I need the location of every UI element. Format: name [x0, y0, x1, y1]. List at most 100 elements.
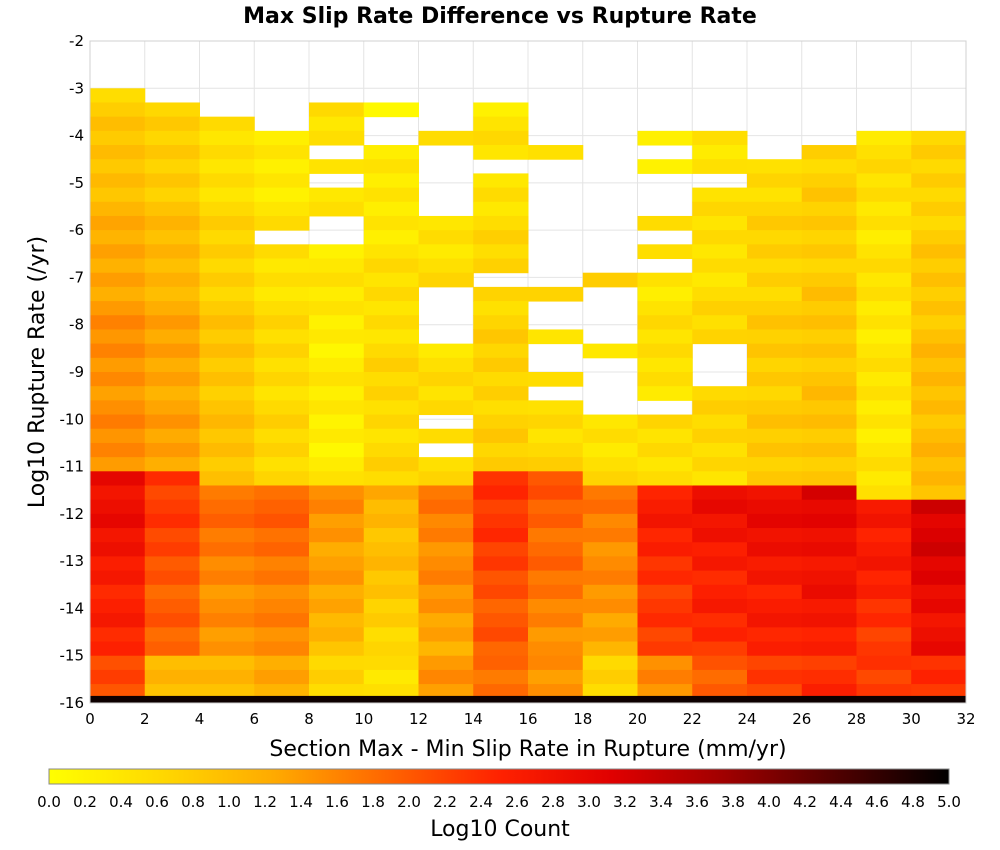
heatmap-cell	[473, 457, 529, 472]
heatmap-cell	[473, 201, 529, 217]
heatmap-cell	[747, 301, 803, 316]
heatmap-cell	[90, 641, 146, 657]
y-tick-label: -8	[69, 316, 84, 334]
heatmap-cell	[582, 613, 638, 628]
heatmap-cell	[144, 173, 200, 189]
x-tick-label: 8	[304, 710, 314, 728]
heatmap-cell	[363, 400, 419, 416]
heatmap-cell	[144, 215, 200, 231]
heatmap-cell	[309, 244, 365, 260]
heatmap-cell	[747, 329, 803, 345]
heatmap-cell	[911, 669, 967, 685]
heatmap-cell	[144, 145, 200, 160]
heatmap-cell	[254, 513, 310, 529]
heatmap-cell	[90, 301, 146, 316]
heatmap-cell	[90, 173, 146, 189]
heatmap-cell	[911, 684, 967, 699]
heatmap-cell	[856, 301, 912, 316]
colorbar-tick-label: 5.0	[937, 793, 961, 811]
heatmap-cell	[144, 329, 200, 345]
heatmap-cell	[692, 442, 748, 458]
heatmap-cell	[363, 187, 419, 203]
heatmap-cell	[199, 556, 255, 572]
heatmap-cell	[144, 102, 200, 118]
heatmap-cell	[856, 386, 912, 401]
heatmap-cell	[637, 386, 693, 401]
heatmap-cell	[911, 556, 967, 572]
heatmap-cell	[199, 457, 255, 472]
heatmap-cell	[528, 400, 584, 416]
heatmap-cell	[528, 442, 584, 458]
heatmap-cell	[90, 584, 146, 600]
heatmap-cell	[363, 442, 419, 458]
heatmap-cell	[309, 655, 365, 671]
heatmap-cell	[254, 400, 310, 416]
heatmap-cell	[911, 584, 967, 600]
heatmap-cell	[582, 471, 638, 486]
heatmap-cell	[856, 528, 912, 543]
y-tick-label: -4	[69, 127, 84, 145]
heatmap-cell	[90, 372, 146, 387]
heatmap-cell	[363, 372, 419, 387]
heatmap-cell	[254, 613, 310, 628]
y-tick-label: -16	[60, 694, 85, 712]
colorbar-tick-label: 2.0	[397, 793, 421, 811]
heatmap-cell	[747, 201, 803, 217]
heatmap-cell	[856, 627, 912, 643]
colorbar-tick-label: 2.8	[541, 793, 565, 811]
heatmap-cell	[199, 655, 255, 671]
heatmap-cell	[473, 499, 529, 515]
heatmap-cell	[144, 442, 200, 458]
heatmap-cell	[309, 613, 365, 628]
heatmap-cell	[528, 457, 584, 472]
heatmap-cell	[363, 329, 419, 345]
heatmap-cell	[747, 556, 803, 572]
heatmap-cell	[418, 641, 474, 657]
heatmap-cell	[144, 315, 200, 330]
heatmap-cell	[363, 655, 419, 671]
heatmap-cell	[801, 244, 857, 260]
x-axis-ticks: 0 2 4 6 8 10 12 14 16 18 20 22 24 26 28 30 32	[85, 710, 975, 728]
heatmap-cell	[747, 513, 803, 529]
heatmap-cell	[309, 102, 365, 118]
heatmap-cell	[747, 627, 803, 643]
heatmap-cell	[911, 230, 967, 245]
heatmap-cell	[418, 499, 474, 515]
heatmap-cell	[144, 244, 200, 260]
heatmap-cell	[309, 116, 365, 132]
heatmap-cell	[144, 428, 200, 444]
heatmap-cell	[692, 159, 748, 174]
heatmap-cell	[856, 187, 912, 203]
heatmap-cell	[801, 471, 857, 486]
heatmap-cell	[90, 88, 146, 103]
heatmap-cell	[582, 584, 638, 600]
heatmap-cell	[90, 244, 146, 260]
chart-title: Max Slip Rate Difference vs Rupture Rate	[243, 4, 757, 29]
colorbar-tick-label: 0.6	[145, 793, 169, 811]
colorbar-tick-label: 0.8	[181, 793, 205, 811]
heatmap-cell	[856, 641, 912, 657]
heatmap-cell	[856, 329, 912, 345]
heatmap-cell	[254, 598, 310, 614]
heatmap-cell	[254, 542, 310, 557]
heatmap-cell	[637, 130, 693, 146]
y-tick-label: -9	[69, 363, 84, 381]
heatmap-cell	[473, 414, 529, 430]
heatmap-cell	[911, 428, 967, 444]
heatmap-cell	[582, 428, 638, 444]
heatmap-cell	[473, 145, 529, 160]
heatmap-cell	[144, 613, 200, 628]
heatmap-cell	[692, 485, 748, 501]
heatmap-cell	[911, 513, 967, 529]
colorbar-tick-label: 0.0	[37, 793, 61, 811]
heatmap-cell	[856, 258, 912, 274]
heatmap-cell	[254, 442, 310, 458]
heatmap-cell	[90, 669, 146, 685]
heatmap-cell	[363, 173, 419, 189]
heatmap-cell	[528, 428, 584, 444]
heatmap-cell	[637, 570, 693, 586]
heatmap-cell	[911, 343, 967, 359]
heatmap-cell	[582, 272, 638, 288]
heatmap-cell	[90, 655, 146, 671]
heatmap-cell	[747, 215, 803, 231]
